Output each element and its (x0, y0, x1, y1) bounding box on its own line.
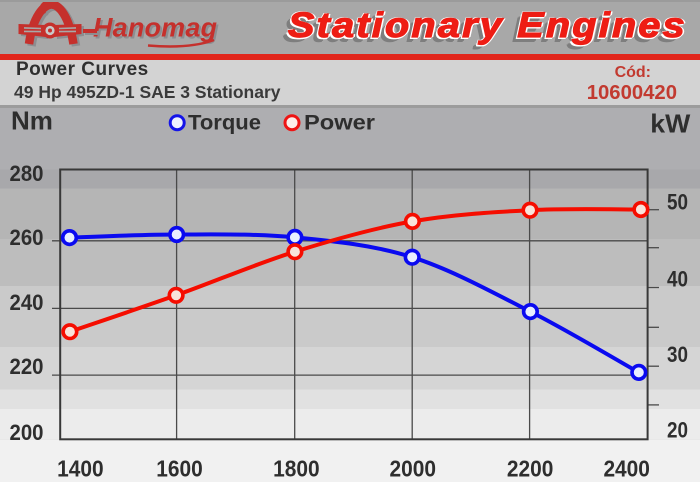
svg-text:50: 50 (667, 190, 688, 215)
svg-text:2000: 2000 (390, 456, 437, 482)
svg-text:Nm: Nm (11, 106, 53, 136)
svg-text:2200: 2200 (507, 456, 554, 482)
svg-text:280: 280 (10, 161, 44, 186)
svg-text:20: 20 (667, 417, 688, 442)
svg-text:30: 30 (667, 342, 688, 367)
svg-text:40: 40 (667, 266, 688, 291)
svg-text:200: 200 (10, 420, 44, 445)
svg-text:220: 220 (10, 354, 44, 379)
svg-text:1800: 1800 (273, 456, 320, 482)
svg-text:Hanomag: Hanomag (93, 13, 218, 43)
svg-text:260: 260 (10, 225, 44, 250)
svg-text:Power: Power (304, 111, 376, 135)
svg-text:1600: 1600 (156, 456, 203, 482)
svg-text:1400: 1400 (57, 456, 104, 482)
svg-text:kW: kW (650, 109, 690, 139)
svg-text:2400: 2400 (603, 456, 650, 482)
svg-text:240: 240 (10, 290, 44, 315)
svg-text:Hanomag: Hanomag (95, 15, 220, 45)
svg-text:Torque: Torque (188, 111, 261, 135)
